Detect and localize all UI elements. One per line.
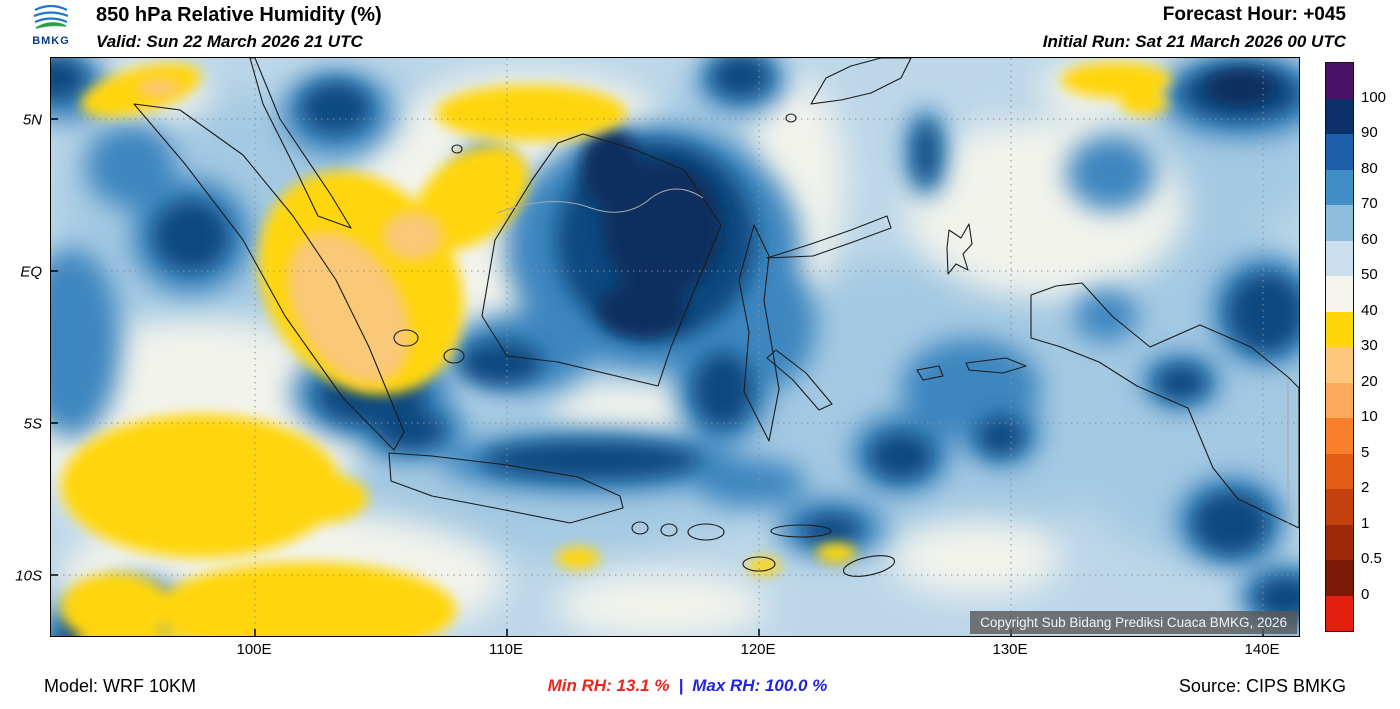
- colorbar-tick: 30: [1361, 337, 1378, 354]
- graticule-gridlines: [51, 58, 1299, 636]
- lon-label-100e: 100E: [236, 641, 272, 658]
- colorbar-segment: [1326, 595, 1353, 631]
- colorbar-column: 100 90 80 70 60 50 40 30 20 10 5 2 1 0.5…: [1325, 57, 1400, 637]
- minmax-separator: |: [678, 676, 684, 695]
- colorbar-segment: [1326, 205, 1353, 241]
- latitude-axis: 5N EQ 5S 10S: [0, 57, 50, 637]
- colorbar-segment: [1326, 240, 1353, 276]
- lon-label-140e: 140E: [1244, 641, 1280, 658]
- humidity-map-svg: [51, 58, 1299, 636]
- lon-label-130e: 130E: [992, 641, 1028, 658]
- max-rh-label: Max RH: 100.0 %: [692, 676, 828, 695]
- colorbar-segment: [1326, 524, 1353, 560]
- min-rh-label: Min RH: 13.1 %: [547, 676, 670, 695]
- colorbar-tick: 2: [1361, 479, 1370, 496]
- colorbar-tick: 40: [1361, 302, 1378, 319]
- run-info-block: Forecast Hour: +045 Initial Run: Sat 21 …: [1043, 4, 1400, 52]
- colorbar-segment: [1326, 489, 1353, 525]
- bmkg-logo-label: BMKG: [32, 35, 70, 47]
- lon-label-110e: 110E: [489, 641, 523, 658]
- rh-90-100-layer: [581, 70, 1276, 338]
- lat-label-5s: 5S: [23, 415, 42, 433]
- lat-label-5n: 5N: [22, 111, 42, 129]
- colorbar-tick: 0.5: [1361, 550, 1382, 567]
- colorbar-tick: 90: [1361, 124, 1378, 141]
- colorbar-segment: [1326, 560, 1353, 596]
- source-label: Source: CIPS BMKG: [1178, 675, 1346, 696]
- lon-label-120e: 120E: [740, 641, 776, 658]
- country-borders: [496, 188, 1289, 528]
- footer: Model: WRF 10KM Min RH: 13.1 % | Max RH:…: [0, 663, 1400, 709]
- valid-time-label: Valid: Sun 22 March 2026 21 UTC: [96, 32, 363, 51]
- lat-label-eq: EQ: [20, 263, 42, 281]
- copyright-overlay: Copyright Sub Bidang Prediksi Cuaca BMKG…: [970, 611, 1297, 634]
- map-row: 5N EQ 5S 10S: [0, 57, 1400, 637]
- colorbar-segment: [1326, 311, 1353, 347]
- colorbar-segment: [1326, 276, 1353, 312]
- rh-minmax-block: Min RH: 13.1 % | Max RH: 100.0 %: [548, 676, 828, 696]
- colorbar-segment: [1326, 98, 1353, 134]
- colorbar-tick: 1: [1361, 515, 1370, 532]
- colorbar-tick: 50: [1361, 266, 1378, 283]
- colorbar-segment: [1326, 382, 1353, 418]
- bmkg-logo: BMKG: [8, 4, 94, 47]
- colorbar-tick: 0: [1361, 586, 1370, 603]
- colorbar-tick: 5: [1361, 444, 1370, 461]
- forecast-hour-label: Forecast Hour: +045: [1162, 4, 1346, 25]
- colorbar: [1325, 62, 1354, 632]
- page-title: 850 hPa Relative Humidity (%): [96, 4, 382, 26]
- model-label: Model: WRF 10KM: [44, 675, 197, 696]
- map-canvas: Copyright Sub Bidang Prediksi Cuaca BMKG…: [50, 57, 1300, 637]
- rh-20-30-layer: [137, 79, 443, 384]
- header: BMKG 850 hPa Relative Humidity (%) Valid…: [0, 0, 1400, 57]
- coastlines: [133, 58, 1299, 577]
- colorbar-segment: [1326, 347, 1353, 383]
- colorbar-tick: 10: [1361, 408, 1378, 425]
- colorbar-segment: [1326, 418, 1353, 454]
- title-block: 850 hPa Relative Humidity (%) Valid: Sun…: [96, 4, 382, 52]
- colorbar-segment: [1326, 453, 1353, 489]
- colorbar-tick: 100: [1361, 89, 1387, 106]
- colorbar-tick: 70: [1361, 195, 1378, 212]
- longitude-axis: 100E 110E 120E 130E 140E: [50, 637, 1298, 663]
- colorbar-segment: [1326, 134, 1353, 170]
- initial-run-label: Initial Run: Sat 21 March 2026 00 UTC: [1042, 32, 1346, 51]
- colorbar-tick: 20: [1361, 373, 1378, 390]
- bmkg-logo-icon: [33, 4, 69, 29]
- colorbar-segment: [1326, 169, 1353, 205]
- lat-label-10s: 10S: [15, 567, 42, 585]
- colorbar-tick: 80: [1361, 160, 1378, 177]
- colorbar-tick: 60: [1361, 231, 1378, 248]
- colorbar-segment: [1326, 63, 1353, 99]
